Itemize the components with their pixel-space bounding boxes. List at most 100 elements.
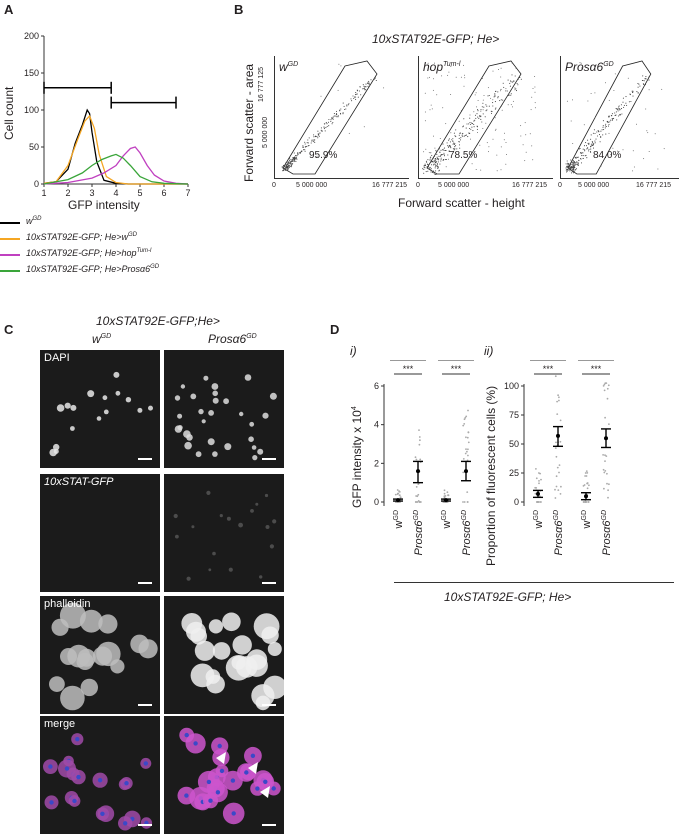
- flow-event: [437, 166, 439, 168]
- x-category-sup: GD: [601, 510, 608, 521]
- flow-event: [367, 82, 369, 84]
- flow-event: [500, 146, 502, 148]
- cell: [190, 393, 197, 400]
- flow-event: [423, 172, 425, 174]
- flow-event: [357, 96, 359, 98]
- flow-event: [337, 89, 339, 91]
- flow-event: [576, 150, 578, 152]
- flow-event: [455, 129, 457, 131]
- flow-event: [565, 163, 567, 165]
- flow-event: [644, 78, 646, 80]
- data-point: [582, 501, 585, 503]
- data-point: [465, 415, 468, 418]
- cell: [222, 612, 241, 632]
- flow-event: [571, 166, 573, 168]
- flow-event: [355, 98, 357, 100]
- flow-event: [296, 158, 298, 160]
- flow-event: [295, 154, 297, 157]
- flow-event: [616, 119, 618, 121]
- nucleus: [193, 741, 198, 746]
- flow-event: [637, 92, 639, 94]
- cell: [56, 404, 65, 412]
- data-point: [417, 493, 420, 496]
- nucleus: [184, 732, 189, 738]
- flow-event: [598, 131, 600, 133]
- data-point: [554, 497, 557, 499]
- data-point: [467, 448, 469, 451]
- flow-event: [577, 156, 579, 158]
- panel-d-plots: 0246all hcpc******wGDProsα6GDwGDProsα6GD…: [374, 360, 614, 556]
- flow-event: [500, 88, 502, 90]
- flow-event: [587, 142, 589, 144]
- cell: [244, 374, 252, 381]
- flow-event: [310, 142, 312, 144]
- flow-event: [294, 158, 296, 160]
- flow-event: [500, 67, 502, 69]
- flow-event: [431, 108, 433, 110]
- cell: [92, 646, 113, 666]
- flow-event: [580, 153, 582, 155]
- flow-event: [501, 105, 502, 107]
- flow-event: [610, 154, 612, 156]
- data-point: [584, 472, 587, 474]
- flow-event: [333, 115, 335, 117]
- flow-event: [568, 167, 570, 169]
- flow-event: [428, 167, 430, 169]
- flow-event: [445, 166, 447, 168]
- flow-event: [622, 101, 624, 103]
- flow-event: [577, 164, 579, 167]
- flow-event: [348, 103, 350, 105]
- cell: [269, 392, 277, 400]
- flow-event: [637, 86, 639, 88]
- flow-event: [642, 75, 644, 77]
- panel-a-xlabel: GFP intensity: [68, 198, 140, 212]
- flow-event: [460, 76, 462, 78]
- flow-event: [509, 82, 511, 84]
- flow-event: [571, 160, 573, 163]
- data-point: [558, 396, 560, 399]
- data-point: [466, 450, 468, 453]
- flow-event: [443, 147, 446, 149]
- flow-event: [429, 159, 431, 161]
- flow-event: [427, 170, 429, 172]
- flow-event: [286, 161, 288, 163]
- flow-event: [454, 142, 456, 144]
- flow-event: [605, 82, 606, 84]
- flow-plot-prosa6: Prosα6GD 84.0%: [560, 56, 679, 179]
- flow-event: [452, 138, 454, 140]
- flow-plot-percent: 84.0%: [593, 150, 622, 161]
- flow-event: [611, 113, 613, 115]
- flow-event: [477, 110, 479, 112]
- flow-event: [505, 90, 507, 92]
- x-tick-label: 3: [89, 188, 94, 198]
- flow-event: [620, 108, 623, 110]
- flow-event: [590, 145, 592, 148]
- flow-event: [454, 146, 456, 148]
- data-point: [607, 384, 610, 387]
- flow-event: [510, 94, 512, 96]
- scale-bar: [262, 824, 276, 826]
- flow-event: [479, 144, 481, 146]
- cell: [206, 490, 211, 495]
- nucleus: [48, 764, 53, 769]
- flow-event: [440, 149, 442, 151]
- flow-event: [304, 143, 306, 145]
- flow-plot-percent: 95.9%: [309, 150, 338, 161]
- flow-event: [313, 141, 315, 143]
- x-category-sup: GD: [393, 510, 400, 521]
- flow-event: [424, 163, 426, 165]
- flow-event: [338, 63, 340, 65]
- flow-event: [423, 165, 425, 167]
- data-point: [582, 485, 585, 487]
- flow-event: [609, 121, 611, 123]
- flow-event: [572, 99, 573, 101]
- data-point: [556, 400, 558, 403]
- flow-event: [429, 166, 431, 168]
- flow-event: [614, 114, 616, 117]
- flow-event: [320, 95, 322, 97]
- flow-event: [435, 150, 437, 152]
- flow-event: [610, 115, 612, 117]
- scale-bar: [262, 582, 276, 584]
- flow-event: [435, 173, 437, 176]
- flow-event: [425, 148, 427, 150]
